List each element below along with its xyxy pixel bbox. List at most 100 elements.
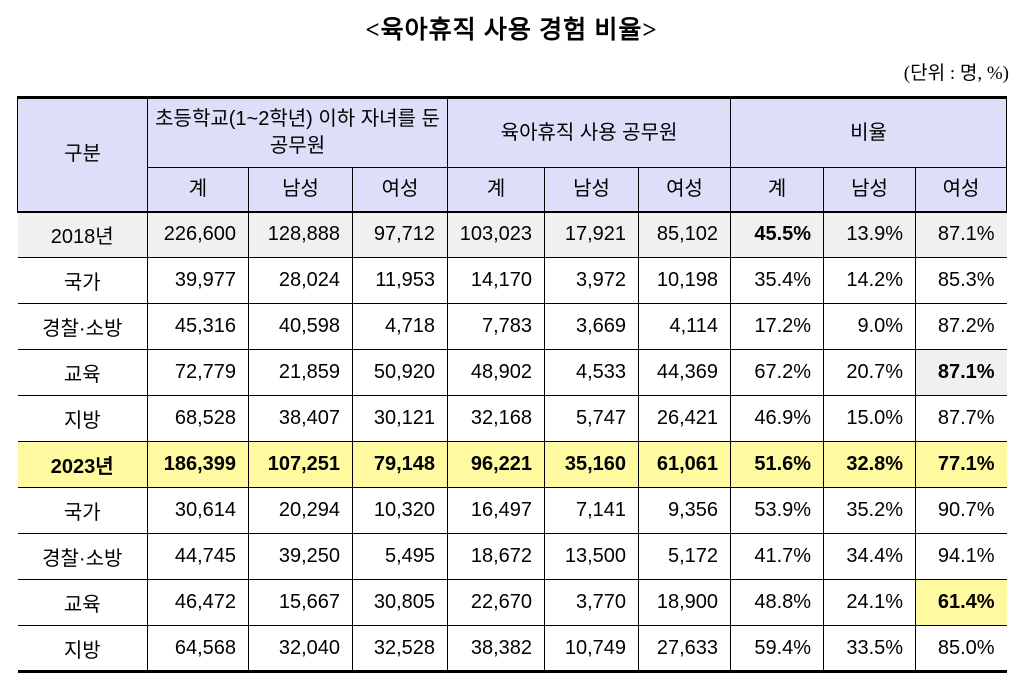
highlighted-cell: 61.4% — [915, 579, 1007, 626]
subheader-female-3: 여성 — [915, 167, 1008, 213]
cell: 18,672 — [447, 533, 546, 580]
cell: 32,168 — [447, 395, 546, 442]
row-label: 경찰·소방 — [17, 303, 148, 350]
cell: 186,399 — [147, 441, 249, 488]
table-row: 국가 30,614 20,294 10,320 16,497 7,141 9,3… — [17, 487, 1007, 534]
cell: 10,198 — [638, 257, 732, 304]
cell: 26,421 — [638, 395, 732, 442]
cell: 22,670 — [447, 579, 546, 626]
row-label: 교육 — [17, 349, 148, 396]
cell: 107,251 — [248, 441, 353, 488]
table-row: 지방 68,528 38,407 30,121 32,168 5,747 26,… — [17, 395, 1007, 442]
cell: 32.8% — [823, 441, 917, 488]
cell: 46,472 — [147, 579, 249, 626]
cell: 3,669 — [544, 303, 640, 350]
cell: 4,533 — [544, 349, 640, 396]
table-row: 지방 64,568 32,040 32,528 38,382 10,749 27… — [17, 625, 1007, 672]
cell: 4,718 — [351, 303, 449, 350]
row-label: 지방 — [17, 395, 148, 442]
cell: 87.1% — [915, 211, 1007, 258]
cell: 30,614 — [147, 487, 249, 534]
unit-note: (단위 : 명, %) — [903, 63, 1009, 84]
corner-header: 구분 — [17, 97, 148, 213]
cell: 5,747 — [544, 395, 640, 442]
cell: 40,598 — [248, 303, 353, 350]
cell: 7,783 — [447, 303, 546, 350]
row-label: 경찰·소방 — [17, 533, 148, 580]
row-label: 국가 — [17, 257, 148, 304]
cell: 11,953 — [351, 257, 449, 304]
cell: 90.7% — [915, 487, 1007, 534]
cell: 67.2% — [730, 349, 825, 396]
highlighted-cell: 87.1% — [915, 349, 1007, 396]
cell: 46.9% — [730, 395, 825, 442]
cell: 94.1% — [915, 533, 1007, 580]
cell: 97,712 — [351, 211, 449, 258]
cell: 87.7% — [915, 395, 1007, 442]
cell: 61,061 — [638, 441, 732, 488]
cell: 39,250 — [248, 533, 353, 580]
cell: 38,382 — [447, 625, 546, 672]
cell: 59.4% — [730, 625, 825, 672]
cell: 28,024 — [248, 257, 353, 304]
cell: 17.2% — [730, 303, 825, 350]
cell: 20.7% — [823, 349, 917, 396]
cell: 39,977 — [147, 257, 249, 304]
cell: 68,528 — [147, 395, 249, 442]
cell: 5,495 — [351, 533, 449, 580]
cell: 226,600 — [147, 211, 249, 258]
cell: 10,320 — [351, 487, 449, 534]
row-label: 교육 — [17, 579, 148, 626]
subheader-male-1: 남성 — [248, 167, 353, 213]
header-group-row: 구분 초등학교(1~2학년) 이하 자녀를 둔 공무원 육아휴직 사용 공무원 … — [17, 97, 1008, 213]
cell: 96,221 — [447, 441, 546, 488]
subheader-total-2: 계 — [447, 167, 546, 213]
cell: 7,141 — [544, 487, 640, 534]
cell: 51.6% — [730, 441, 825, 488]
cell: 128,888 — [248, 211, 353, 258]
cell: 41.7% — [730, 533, 825, 580]
cell: 5,172 — [638, 533, 732, 580]
cell: 35.4% — [730, 257, 825, 304]
parental-leave-table: 구분 초등학교(1~2학년) 이하 자녀를 둔 공무원 육아휴직 사용 공무원 … — [17, 96, 1008, 673]
cell: 18,900 — [638, 579, 732, 626]
group-header-eligible: 초등학교(1~2학년) 이하 자녀를 둔 공무원 — [146, 97, 449, 168]
cell: 45,316 — [147, 303, 249, 350]
cell: 9,356 — [638, 487, 732, 534]
cell: 15,667 — [248, 579, 353, 626]
subheader-female-1: 여성 — [351, 167, 449, 213]
row-label: 국가 — [17, 487, 148, 534]
cell: 30,121 — [351, 395, 449, 442]
cell: 72,779 — [147, 349, 249, 396]
cell: 13,500 — [544, 533, 640, 580]
cell: 30,805 — [351, 579, 449, 626]
table-row: 교육 46,472 15,667 30,805 22,670 3,770 18,… — [17, 579, 1007, 626]
cell: 87.2% — [915, 303, 1007, 350]
cell: 77.1% — [915, 441, 1007, 488]
cell: 85.3% — [915, 257, 1007, 304]
group-header-users: 육아휴직 사용 공무원 — [447, 97, 732, 168]
cell: 79,148 — [351, 441, 449, 488]
subheader-total-3: 계 — [730, 167, 825, 213]
cell: 44,369 — [638, 349, 732, 396]
cell: 32,040 — [248, 625, 353, 672]
cell: 34.4% — [823, 533, 917, 580]
subheader-male-2: 남성 — [544, 167, 640, 213]
cell: 24.1% — [823, 579, 917, 626]
subheader-total-1: 계 — [147, 167, 249, 213]
table-row-2018: 2018년 226,600 128,888 97,712 103,023 17,… — [17, 211, 1007, 258]
cell: 15.0% — [823, 395, 917, 442]
cell: 20,294 — [248, 487, 353, 534]
cell: 35.2% — [823, 487, 917, 534]
row-label: 지방 — [17, 625, 148, 672]
row-label: 2023년 — [17, 441, 148, 488]
cell: 103,023 — [447, 211, 546, 258]
cell: 13.9% — [823, 211, 917, 258]
cell: 85,102 — [638, 211, 732, 258]
cell: 44,745 — [147, 533, 249, 580]
cell: 50,920 — [351, 349, 449, 396]
cell: 32,528 — [351, 625, 449, 672]
header-sub-row: 계 남성 여성 계 남성 여성 계 남성 여성 — [18, 167, 1008, 213]
cell: 10,749 — [544, 625, 640, 672]
